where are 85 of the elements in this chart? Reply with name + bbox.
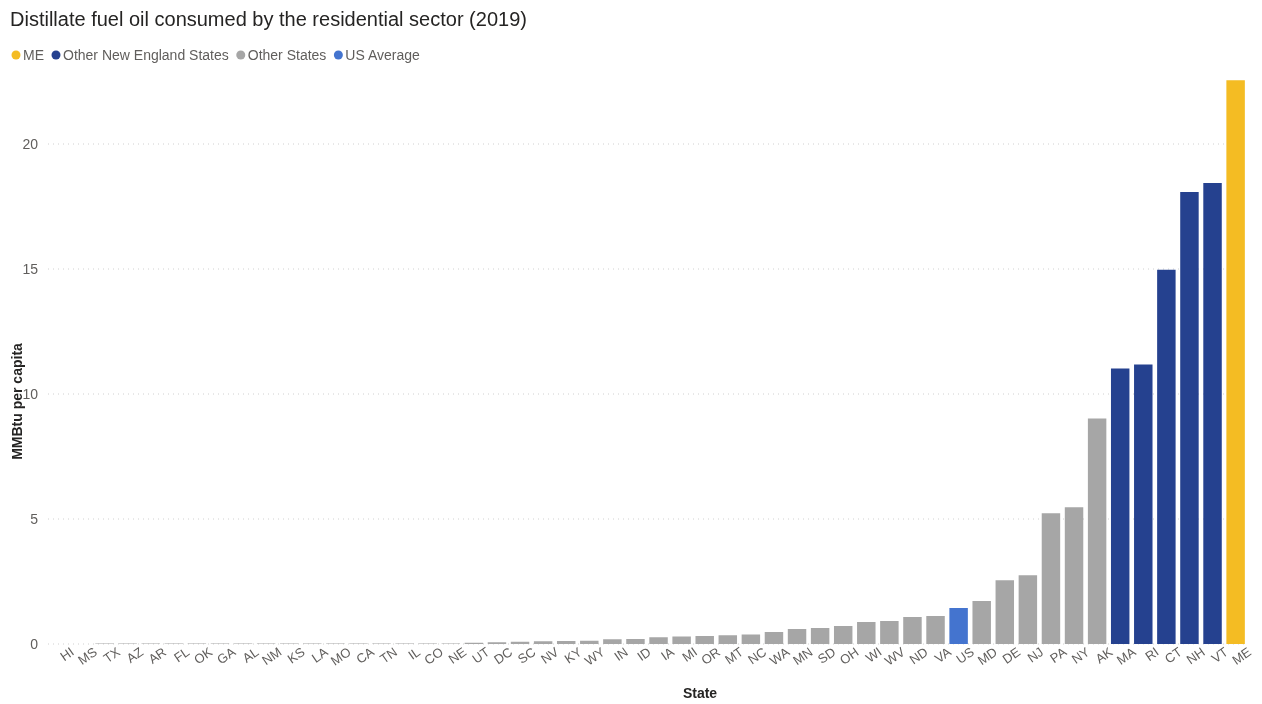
x-tick-label: SD bbox=[814, 644, 839, 667]
x-tick-label: NV bbox=[537, 644, 562, 667]
bar bbox=[695, 636, 714, 644]
legend-label: ME bbox=[23, 47, 44, 63]
x-tick-label: DE bbox=[999, 644, 1024, 667]
x-tick-label: NE bbox=[445, 644, 470, 667]
x-tick-label: NM bbox=[259, 644, 285, 669]
x-tick-label: IN bbox=[611, 644, 631, 664]
y-tick-label: 20 bbox=[22, 135, 39, 152]
bar bbox=[626, 639, 645, 644]
bar bbox=[810, 628, 830, 644]
x-tick-label: KS bbox=[284, 644, 308, 667]
x-tick-label: AK bbox=[1092, 644, 1116, 667]
x-tick-label: GA bbox=[214, 644, 239, 668]
legend-label: Other States bbox=[247, 47, 327, 63]
x-tick-label: MT bbox=[722, 644, 747, 668]
bar bbox=[880, 621, 899, 644]
bar bbox=[1087, 418, 1107, 644]
bar bbox=[903, 617, 922, 644]
x-tick-label: SC bbox=[514, 644, 539, 667]
bar bbox=[1134, 364, 1153, 644]
x-tick-label: HI bbox=[57, 644, 77, 664]
x-tick-label: PA bbox=[1047, 644, 1070, 666]
bar bbox=[1018, 575, 1038, 644]
bar bbox=[533, 641, 553, 644]
bar bbox=[1203, 183, 1222, 644]
x-tick-label: RI bbox=[1142, 644, 1162, 664]
y-tick-label: 5 bbox=[30, 510, 39, 527]
y-axis-title: MMBtu per capita bbox=[9, 342, 25, 460]
bar bbox=[741, 634, 761, 644]
x-tick-label: VT bbox=[1208, 644, 1231, 667]
x-tick-label: TN bbox=[377, 644, 400, 667]
bar bbox=[1110, 368, 1130, 644]
bar bbox=[649, 637, 668, 644]
x-tick-label: MS bbox=[75, 644, 100, 668]
x-tick-label: ID bbox=[634, 644, 654, 664]
x-tick-label: MN bbox=[790, 644, 816, 669]
x-tick-label: VA bbox=[931, 644, 955, 666]
x-tick-label: MA bbox=[1113, 644, 1139, 668]
x-tick-label: CT bbox=[1161, 644, 1185, 667]
bar bbox=[949, 608, 968, 644]
x-tick-label: OH bbox=[836, 644, 862, 668]
bar bbox=[1157, 269, 1176, 644]
bar bbox=[787, 629, 807, 644]
x-tick-label: AR bbox=[145, 644, 169, 667]
bar bbox=[1041, 513, 1061, 644]
bar bbox=[857, 622, 876, 644]
x-tick-label: OR bbox=[698, 644, 723, 668]
y-tick-label: 15 bbox=[22, 260, 39, 277]
legend-label: Other New England States bbox=[63, 47, 229, 63]
x-tick-label: AL bbox=[239, 644, 262, 666]
x-tick-label: ME bbox=[1229, 644, 1255, 668]
legend-label: US Average bbox=[345, 47, 421, 63]
y-tick-label: 10 bbox=[22, 385, 39, 402]
x-tick-label: IL bbox=[405, 644, 423, 663]
bar bbox=[926, 616, 945, 644]
x-tick-label: FL bbox=[171, 644, 193, 666]
x-tick-label: AZ bbox=[123, 644, 146, 667]
bar bbox=[603, 639, 622, 644]
x-axis-title: State bbox=[682, 685, 718, 701]
x-tick-label: NJ bbox=[1024, 644, 1047, 666]
bar bbox=[1064, 507, 1084, 644]
x-tick-label: ND bbox=[906, 644, 931, 668]
x-tick-label: CO bbox=[421, 644, 446, 668]
bar bbox=[718, 635, 738, 644]
bar bbox=[764, 632, 784, 644]
bar bbox=[672, 636, 691, 644]
bar bbox=[972, 601, 991, 644]
chart-title: Distillate fuel oil consumed by the residential sector (2019) bbox=[10, 8, 527, 30]
bar bbox=[833, 626, 853, 644]
bar bbox=[556, 641, 576, 644]
x-tick-label: OK bbox=[191, 644, 216, 668]
x-tick-label: CA bbox=[353, 644, 377, 667]
x-tick-label: UT bbox=[469, 644, 493, 667]
bar bbox=[1226, 80, 1245, 644]
bar bbox=[995, 580, 1015, 644]
bar bbox=[1180, 192, 1199, 644]
x-tick-label: NY bbox=[1068, 644, 1093, 667]
x-tick-label: NH bbox=[1183, 644, 1208, 668]
x-tick-label: TX bbox=[100, 644, 124, 667]
y-tick-label: 0 bbox=[30, 635, 39, 652]
x-tick-label: IA bbox=[658, 644, 678, 664]
x-tick-label: DC bbox=[491, 644, 516, 668]
x-tick-label: MI bbox=[679, 644, 700, 665]
bar bbox=[580, 640, 599, 644]
